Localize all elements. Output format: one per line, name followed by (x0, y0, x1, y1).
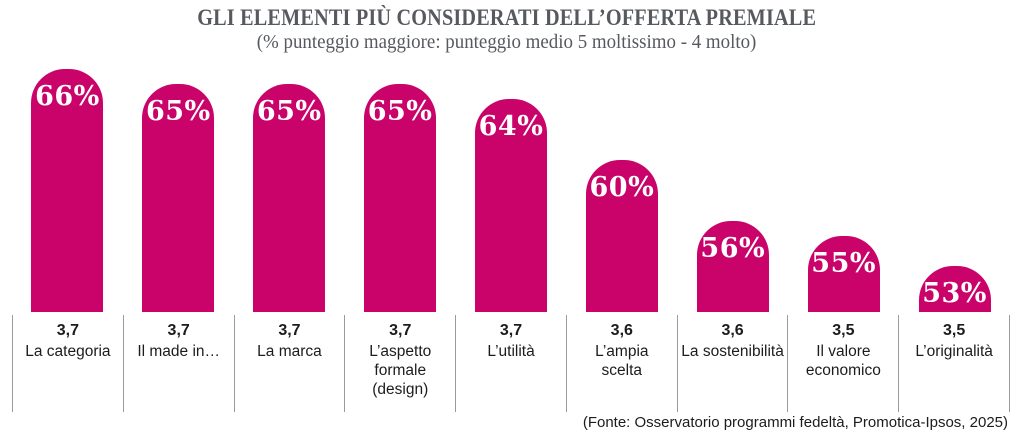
score-value: 3,7 (499, 322, 523, 339)
score-value: 3,6 (721, 322, 744, 339)
chart-subtitle-text: (% punteggio maggiore: punteggio medio 5… (257, 32, 757, 53)
bar-column: 65% (234, 69, 345, 312)
score-value: 3,7 (389, 322, 412, 339)
category-label: L’aspetto formale (design) (369, 343, 432, 398)
bar-value-label: 53% (922, 278, 987, 309)
bar-plot: 66% 65% 65% 65% 64% 60% 56% 55% 53% (12, 69, 1010, 312)
bar-column: 65% (345, 69, 456, 312)
score-value: 3,5 (943, 322, 966, 339)
category-cell: 3,5 L’originalità (898, 315, 1011, 412)
category-label: La sostenibilità (681, 343, 784, 360)
bar: 65% (364, 84, 437, 312)
bar-column: 65% (123, 69, 234, 312)
bar-value-label: 65% (367, 96, 433, 127)
category-label: L’originalità (915, 343, 993, 360)
bar: 64% (475, 99, 547, 312)
category-cell: 3,6 La sostenibilità (676, 315, 788, 412)
bar-value-label: 65% (145, 96, 211, 127)
category-label: L’utilità (487, 343, 535, 360)
score-value: 3,7 (56, 322, 80, 339)
bar-value-label: 60% (589, 172, 655, 203)
chart-subtitle: (% punteggio maggiore: punteggio medio 5… (0, 31, 1014, 55)
bar-value-label: 66% (35, 81, 100, 112)
category-cell: 3,6 L’ampia scelta (565, 315, 677, 412)
bar: 66% (31, 69, 104, 312)
bar: 60% (585, 160, 658, 312)
bar: 53% (918, 266, 991, 312)
bar-column: 66% (12, 69, 123, 312)
category-cell: 3,7 L’utilità (455, 315, 566, 412)
score-value: 3,5 (832, 322, 855, 339)
bar-column: 60% (566, 69, 677, 312)
bar-value-label: 64% (478, 111, 544, 142)
bar-column: 55% (788, 69, 899, 312)
bar-column: 53% (899, 69, 1010, 312)
category-label: Il valore economico (805, 343, 881, 379)
bar-value-label: 65% (256, 96, 322, 127)
bar: 65% (142, 84, 215, 312)
category-cell: 3,7 La marca (233, 315, 345, 412)
chart-header: GLI ELEMENTI PIÙ CONSIDERATI DELL’OFFERT… (0, 0, 1014, 55)
category-label: La categoria (25, 343, 111, 360)
category-labels-row: 3,7 La categoria 3,7 Il made in… 3,7 La marca… (12, 315, 1011, 412)
bar-column: 56% (677, 69, 788, 312)
category-label: Il made in… (137, 343, 221, 360)
category-cell: 3,5 Il valore economico (787, 315, 898, 412)
bar-value-label: 55% (811, 248, 877, 279)
bar-column: 64% (456, 69, 567, 312)
category-cell: 3,7 Il made in… (122, 315, 234, 412)
source-note: (Fonte: Osservatorio programmi fedeltà, … (582, 414, 1008, 431)
bar: 56% (696, 221, 769, 312)
bar: 55% (807, 236, 880, 312)
category-cell: 3,7 L’aspetto formale (design) (344, 315, 455, 412)
category-cell: 3,7 La categoria (12, 315, 123, 412)
category-label: L’ampia scelta (595, 343, 649, 379)
score-value: 3,7 (278, 322, 301, 339)
bar-value-label: 56% (700, 233, 766, 264)
category-label: La marca (257, 343, 322, 360)
bar: 65% (253, 84, 326, 312)
chart-title: GLI ELEMENTI PIÙ CONSIDERATI DELL’OFFERT… (197, 5, 817, 30)
score-value: 3,7 (167, 322, 190, 339)
score-value: 3,6 (610, 322, 633, 339)
